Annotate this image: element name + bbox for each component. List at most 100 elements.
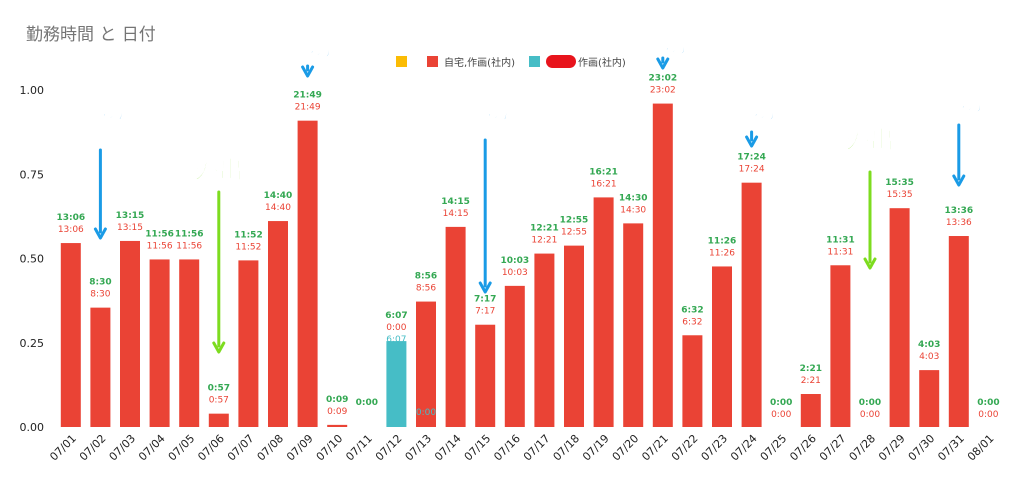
bar-value-label: 0:09: [327, 407, 347, 417]
bar-red: [741, 182, 762, 427]
total-label: 6:32: [681, 305, 703, 315]
bar-value-label: 11:56: [176, 241, 202, 251]
bar-value-label: 10:03: [502, 268, 528, 278]
x-tick-label: 07/14: [432, 432, 464, 464]
x-tick-label: 07/26: [787, 432, 819, 464]
redaction-scribble: [545, 54, 576, 68]
bar-red: [297, 120, 318, 428]
annotation-arrow-head: [863, 257, 877, 270]
annotation-label: 締切: [935, 88, 983, 116]
total-label: 11:52: [234, 230, 263, 240]
legend-swatch: [427, 55, 438, 67]
x-tick-label: 07/21: [639, 432, 671, 464]
bar-red: [327, 424, 348, 427]
bar-value-label: 21:49: [295, 103, 321, 113]
x-tick-label: 08/01: [965, 432, 997, 464]
bar-red: [830, 265, 851, 427]
x-tick-label: 07/20: [610, 432, 642, 464]
total-label: 13:06: [56, 213, 85, 223]
legend-item-teal[interactable]: 作画(社内): [528, 54, 626, 69]
bar-value-label: 0:00: [771, 410, 791, 420]
bar-value-label: 23:02: [650, 86, 676, 96]
total-label: 21:49: [293, 91, 322, 101]
bar-value-label: 16:21: [591, 179, 617, 189]
total-label: 14:40: [264, 191, 293, 201]
x-tick-label: 07/02: [77, 432, 109, 464]
bar-red: [712, 266, 732, 427]
total-label: 17:24: [737, 153, 766, 163]
bar-red: [682, 335, 703, 427]
annotation-label: 締切: [461, 96, 509, 124]
bar-value-label: 11:31: [827, 247, 853, 257]
bar-value-label: 2:21: [801, 376, 821, 386]
x-tick-label: 07/19: [580, 432, 612, 464]
y-tick-label: 0.25: [20, 337, 45, 350]
bar-red: [268, 221, 288, 427]
x-tick-label: 07/27: [817, 432, 849, 464]
x-tick-label: 07/16: [491, 432, 523, 464]
bar-red: [120, 240, 140, 427]
x-tick-label: 07/29: [876, 432, 908, 464]
x-tick-label: 07/28: [847, 432, 879, 464]
bar-value-label: 14:15: [443, 209, 469, 219]
annotation-label: 外出: [195, 156, 243, 184]
x-tick-label: 07/25: [758, 432, 790, 464]
total-label: 0:00: [356, 398, 378, 408]
x-tick-label: 07/30: [906, 432, 938, 464]
bar-red: [889, 208, 910, 427]
bar-value-label: 15:35: [887, 190, 913, 200]
bar-value-label: 13:06: [58, 225, 84, 235]
bar-red: [504, 285, 525, 427]
annotation-arrow-head: [212, 341, 226, 354]
total-label: 12:21: [530, 224, 559, 234]
total-label: 11:26: [708, 236, 737, 246]
bar-red: [445, 226, 466, 427]
legend-item-red[interactable]: 自宅,作画(社内): [427, 54, 515, 69]
total-label: 8:30: [89, 278, 111, 288]
y-tick-label: 1.00: [20, 84, 45, 97]
annotation-label: 締切: [639, 30, 687, 58]
total-label: 14:30: [619, 193, 648, 203]
x-tick-label: 07/13: [403, 432, 435, 464]
annotation-label: 外出: [846, 126, 894, 154]
total-label: 12:55: [560, 216, 589, 226]
x-tick-label: 07/18: [551, 432, 583, 464]
total-label: 16:21: [589, 167, 618, 177]
total-label: 4:03: [918, 340, 940, 350]
x-tick-label: 07/31: [935, 432, 967, 464]
bar-red: [593, 197, 614, 427]
x-tick-label: 07/24: [728, 432, 760, 464]
bar-value-label: 11:26: [709, 248, 735, 258]
total-label: 0:00: [770, 398, 792, 408]
bar-value-label: 11:56: [147, 241, 173, 251]
annotation-arrow-head: [745, 135, 759, 148]
legend-swatch: [528, 55, 540, 67]
total-label: 15:35: [885, 178, 914, 188]
y-tick-label: 0.00: [20, 421, 45, 434]
bar-value-label: 13:15: [117, 223, 143, 233]
annotation-arrow-head: [952, 174, 966, 187]
x-tick-label: 07/12: [373, 432, 405, 464]
x-tick-label: 07/11: [343, 432, 375, 464]
annotation-label: 締切: [728, 96, 776, 124]
legend-item-yellow[interactable]: [396, 55, 413, 67]
x-tick-label: 07/09: [284, 432, 316, 464]
total-label: 13:15: [116, 211, 145, 221]
x-tick-label: 07/08: [255, 432, 287, 464]
bar-red: [208, 413, 229, 427]
total-label: 0:00: [977, 398, 999, 408]
total-label: 11:56: [175, 229, 204, 239]
bar-red: [652, 103, 673, 427]
bar-value-label: 13:36: [946, 218, 972, 228]
chart-title: 勤務時間 と 日付: [26, 25, 156, 45]
bar-red: [149, 259, 170, 427]
total-label: 7:17: [474, 295, 496, 305]
x-tick-label: 07/04: [136, 432, 168, 464]
y-tick-label: 0.75: [20, 168, 45, 181]
bar-value-label: 12:21: [531, 236, 557, 246]
annotation-arrow-head: [656, 57, 670, 70]
total-label: 2:21: [800, 364, 822, 374]
x-tick-label: 07/10: [314, 432, 346, 464]
bar-red: [416, 301, 436, 427]
bar-value-label: 4:03: [919, 352, 939, 362]
